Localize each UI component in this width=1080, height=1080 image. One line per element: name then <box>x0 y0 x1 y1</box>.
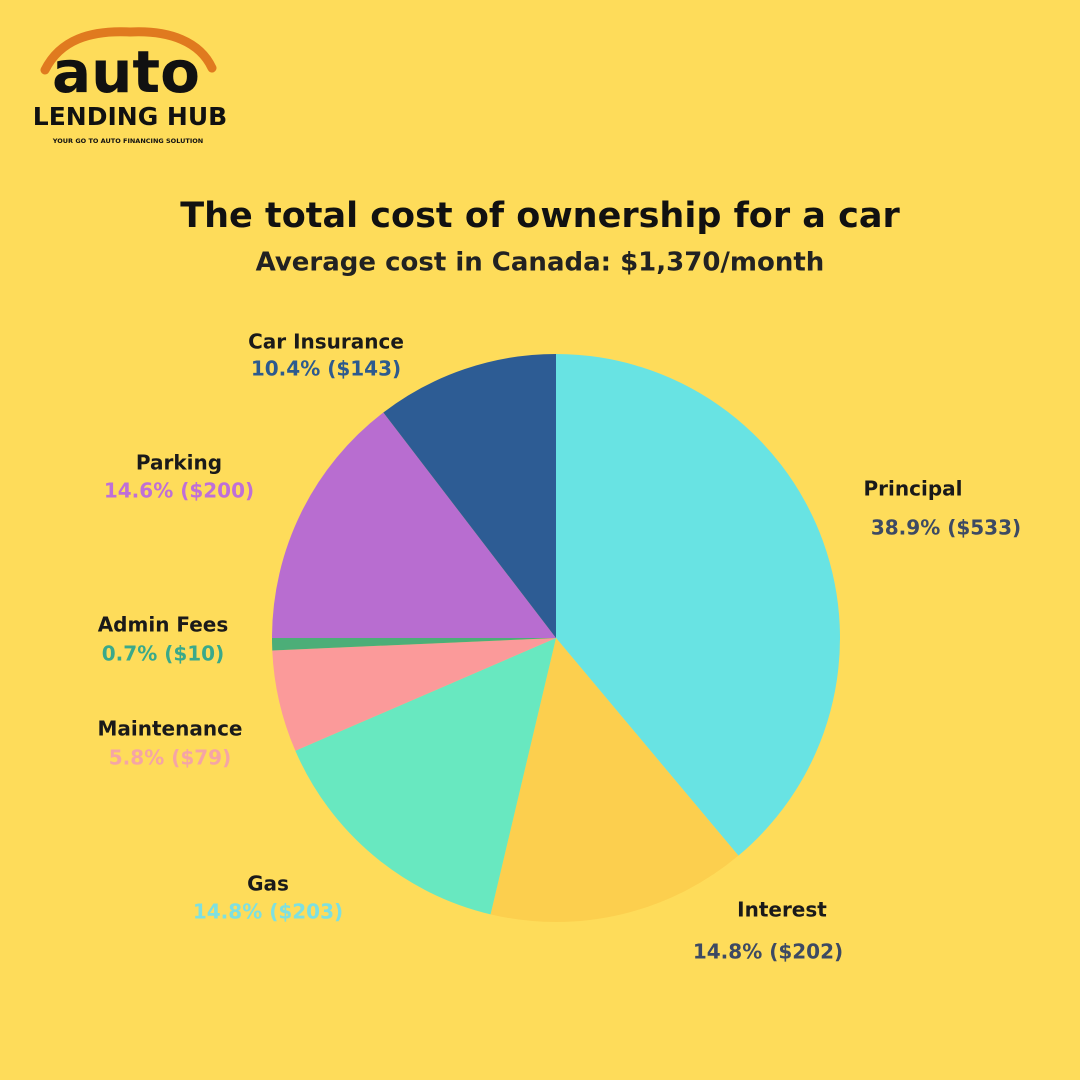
slice-label: Interest <box>737 898 827 922</box>
chart-title: The total cost of ownership for a car <box>180 196 900 236</box>
slice-value-label: 0.7% ($10) <box>102 642 224 666</box>
slice-label: Car Insurance <box>248 330 404 354</box>
pie-slice <box>272 638 556 651</box>
slice-label: Gas <box>247 872 289 896</box>
slice-value-label: 38.9% ($533) <box>871 516 1021 540</box>
slice-label: Maintenance <box>97 717 242 741</box>
logo-subtitle: LENDING HUB <box>33 102 227 131</box>
logo-name: auto <box>52 38 200 106</box>
pie-slice <box>272 638 556 751</box>
pie-slice <box>556 354 840 856</box>
slice-value-label: 14.8% ($203) <box>193 900 343 924</box>
slice-label: Admin Fees <box>98 613 229 637</box>
pie-slice <box>490 638 739 922</box>
chart-subtitle: Average cost in Canada: $1,370/month <box>256 248 825 278</box>
slice-value-label: 14.8% ($202) <box>693 940 843 964</box>
pie-slice <box>272 412 556 638</box>
pie-slice <box>383 354 556 638</box>
slice-value-label: 10.4% ($143) <box>251 357 401 381</box>
slice-label: Principal <box>864 477 963 501</box>
logo-tagline: YOUR GO TO AUTO FINANCING SOLUTION <box>52 137 203 145</box>
logo-car-outline <box>40 27 217 75</box>
logo: auto LENDING HUB YOUR GO TO AUTO FINANCI… <box>33 27 227 145</box>
slice-value-label: 5.8% ($79) <box>109 746 231 770</box>
slice-label: Parking <box>136 451 222 475</box>
slice-value-label: 14.6% ($200) <box>104 479 254 503</box>
pie-slice <box>295 638 556 915</box>
